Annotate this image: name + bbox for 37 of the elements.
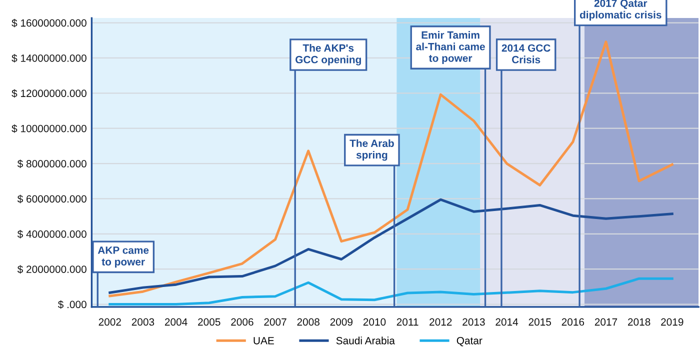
x-tick-label: 2010 bbox=[363, 318, 386, 326]
ref-line-label: Emir Tamim al-Thani came to power bbox=[416, 31, 485, 64]
x-tick-label: 2014 bbox=[496, 318, 518, 326]
y-tick-label: $ 16000000.000 bbox=[12, 18, 86, 28]
x-tick-label: 2006 bbox=[231, 318, 254, 326]
x-tick-label: 2018 bbox=[628, 318, 650, 326]
ref-line-label: The Arab spring bbox=[350, 139, 394, 161]
x-tick-label: 2003 bbox=[132, 318, 154, 326]
y-tick-label: $ 12000000.000 bbox=[12, 89, 86, 98]
y-tick-label: $ 14000000.000 bbox=[12, 54, 86, 62]
legend-label: Saudi Arabia bbox=[336, 336, 395, 344]
ref-line-label: AKP came to power bbox=[98, 246, 149, 268]
x-tick-label: 2004 bbox=[164, 318, 188, 326]
x-tick-label: 2016 bbox=[562, 318, 584, 326]
y-tick-label: $ .000 bbox=[58, 300, 86, 309]
x-tick-label: 2013 bbox=[462, 318, 485, 326]
y-tick-label: $ 10000000.000 bbox=[12, 124, 86, 133]
line-series bbox=[108, 277, 674, 306]
x-tick-label: 2017 bbox=[594, 318, 618, 326]
y-tick-label: $ 8000000.000 bbox=[17, 160, 86, 168]
x-tick-label: 2007 bbox=[264, 318, 286, 326]
legend-label: UAE bbox=[254, 337, 274, 344]
ref-line-label: 2014 GCC Crisis bbox=[502, 44, 550, 64]
x-tick-label: 2008 bbox=[297, 318, 320, 326]
ref-line-label: The AKP's GCC opening bbox=[296, 44, 361, 66]
y-tick-label: $ 6000000.000 bbox=[17, 194, 86, 204]
x-tick-label: 2019 bbox=[661, 318, 684, 326]
ref-line-label: 2017 Qatar diplomatic crisis bbox=[580, 0, 662, 21]
x-tick-label: 2009 bbox=[330, 318, 352, 326]
x-tick-label: 2012 bbox=[430, 318, 452, 326]
y-tick-label: $ 2000000.000 bbox=[17, 265, 86, 274]
legend-label: Qatar bbox=[456, 336, 482, 346]
x-tick-label: 2011 bbox=[396, 318, 418, 326]
y-tick-label: $ 4000000.000 bbox=[17, 230, 86, 238]
x-tick-label: 2002 bbox=[98, 318, 121, 326]
x-tick-label: 2015 bbox=[528, 318, 551, 326]
x-tick-label: 2005 bbox=[198, 318, 220, 326]
